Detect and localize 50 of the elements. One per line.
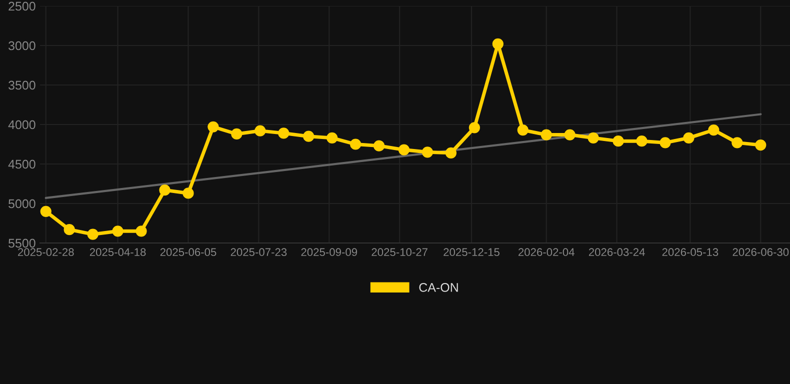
point [683,132,694,144]
y-tick-label: 5000 [8,199,36,208]
point [159,184,170,196]
x-tick-label: 2025-07-23 [230,248,287,256]
point [660,137,671,148]
x-tick-label: 2026-02-04 [518,248,574,256]
point [254,125,266,136]
x-tick-label: 2025-12-15 [444,248,500,256]
point [588,132,599,144]
x-tick-label: 2026-03-24 [588,248,645,256]
point [398,144,410,156]
y-tick-label: 5500 [8,238,36,248]
x-tick-label: 2026-05-13 [662,248,718,256]
point [445,147,457,158]
point [517,124,528,136]
point [278,128,290,139]
x-tick-label: 2026-06-30 [732,248,789,256]
point [540,129,552,140]
point [612,136,624,147]
y-tick-label: 4000 [8,120,36,130]
y-tick-label: 2500 [8,2,36,11]
point [64,224,75,236]
y-tick-label: 3500 [8,80,36,90]
x-tick-label: 2025-02-28 [18,248,74,256]
y-tick-label: 4500 [8,160,36,169]
point [492,38,504,50]
point [208,121,219,132]
point [373,140,385,152]
point [732,137,743,148]
point [350,138,362,150]
x-tick-label: 2025-09-09 [301,248,358,256]
x-tick-label: 2025-04-18 [90,248,146,256]
x-tick-label: 2025-06-05 [160,248,216,256]
legend-label: CA-ON [419,283,458,292]
point [422,146,434,158]
point [564,129,576,140]
point [182,188,194,199]
point [326,132,338,144]
point [468,122,480,134]
point [755,139,766,151]
point [231,128,242,140]
x-tick-label: 2025-10-27 [372,248,428,256]
point [303,130,314,142]
point [40,206,52,217]
point [112,226,124,237]
point [636,136,648,147]
point [87,228,98,240]
point [136,226,147,237]
point [708,124,720,136]
y-tick-label: 3000 [8,41,36,50]
